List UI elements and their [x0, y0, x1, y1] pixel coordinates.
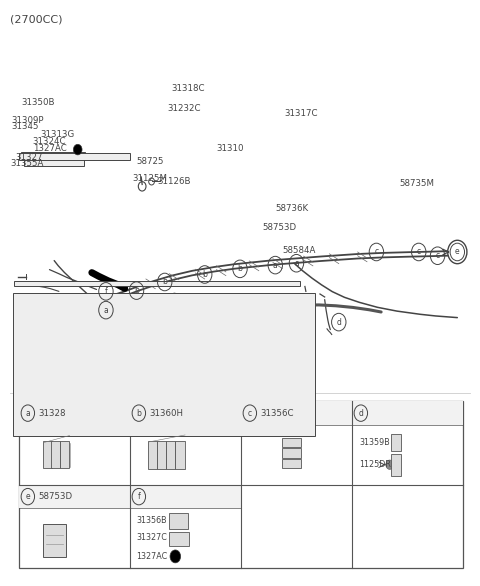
Text: b: b	[134, 286, 139, 295]
FancyBboxPatch shape	[13, 292, 315, 435]
Text: a: a	[294, 259, 299, 268]
Text: 58725: 58725	[136, 156, 164, 166]
Text: 58736K: 58736K	[276, 205, 309, 213]
Text: 58735M: 58735M	[399, 179, 434, 188]
FancyBboxPatch shape	[130, 401, 241, 425]
Text: e: e	[25, 492, 30, 501]
FancyBboxPatch shape	[19, 401, 463, 568]
Text: 31327: 31327	[16, 152, 43, 162]
FancyBboxPatch shape	[19, 485, 130, 509]
Text: 31356B: 31356B	[136, 516, 167, 524]
Text: 31318C: 31318C	[172, 84, 205, 93]
Text: a: a	[25, 408, 30, 418]
Text: 31125M: 31125M	[133, 175, 168, 183]
FancyBboxPatch shape	[175, 441, 184, 469]
Text: 31126B: 31126B	[157, 176, 191, 186]
Text: f: f	[137, 492, 140, 501]
Circle shape	[170, 550, 180, 563]
Text: 31232C: 31232C	[167, 104, 201, 113]
FancyBboxPatch shape	[130, 485, 241, 509]
FancyBboxPatch shape	[51, 441, 60, 468]
FancyBboxPatch shape	[391, 434, 401, 451]
Text: 58584A: 58584A	[282, 246, 316, 254]
FancyBboxPatch shape	[241, 401, 352, 425]
Text: 31350B: 31350B	[21, 98, 55, 107]
Text: 58753D: 58753D	[263, 223, 297, 232]
Text: 31313G: 31313G	[40, 130, 74, 139]
FancyBboxPatch shape	[352, 401, 463, 425]
Text: f: f	[105, 287, 108, 296]
Text: 1327AC: 1327AC	[33, 144, 67, 154]
Text: d: d	[359, 408, 363, 418]
Text: 31356C: 31356C	[260, 408, 294, 418]
Text: 1327AC: 1327AC	[136, 552, 167, 561]
Text: 31327C: 31327C	[136, 533, 167, 542]
Text: 31355A: 31355A	[10, 159, 43, 168]
Text: 31309P: 31309P	[12, 116, 44, 125]
Text: c: c	[435, 251, 440, 260]
Text: 31345: 31345	[12, 122, 39, 131]
FancyBboxPatch shape	[14, 281, 300, 285]
Text: b: b	[238, 264, 242, 273]
FancyBboxPatch shape	[156, 441, 167, 469]
Text: 31317C: 31317C	[285, 109, 318, 118]
Text: b: b	[202, 270, 207, 279]
FancyBboxPatch shape	[21, 152, 85, 159]
FancyBboxPatch shape	[166, 441, 176, 469]
Text: a: a	[104, 306, 108, 315]
FancyBboxPatch shape	[19, 153, 131, 160]
FancyBboxPatch shape	[148, 441, 157, 469]
Circle shape	[448, 240, 467, 264]
FancyBboxPatch shape	[24, 159, 84, 166]
FancyBboxPatch shape	[169, 532, 189, 546]
Text: c: c	[374, 247, 378, 257]
Text: 31324C: 31324C	[32, 137, 66, 146]
Text: c: c	[248, 408, 252, 418]
Text: 31359B: 31359B	[360, 438, 390, 447]
FancyBboxPatch shape	[169, 513, 188, 530]
Text: (2700CC): (2700CC)	[10, 15, 62, 25]
Text: a: a	[273, 261, 277, 270]
FancyBboxPatch shape	[282, 438, 301, 447]
Text: 31310: 31310	[216, 144, 244, 154]
FancyBboxPatch shape	[19, 401, 130, 425]
Text: d: d	[336, 318, 341, 326]
Text: 58753D: 58753D	[38, 492, 72, 501]
FancyBboxPatch shape	[60, 441, 69, 468]
FancyBboxPatch shape	[43, 441, 52, 468]
FancyBboxPatch shape	[43, 524, 66, 557]
Text: 31360H: 31360H	[149, 408, 183, 418]
Text: 1125DR: 1125DR	[360, 460, 391, 469]
Text: e: e	[455, 247, 460, 257]
FancyBboxPatch shape	[391, 454, 401, 476]
FancyBboxPatch shape	[282, 448, 301, 458]
Circle shape	[73, 144, 82, 155]
Text: b: b	[162, 278, 167, 287]
Text: b: b	[136, 408, 141, 418]
FancyBboxPatch shape	[282, 459, 301, 468]
Text: c: c	[417, 247, 421, 257]
Text: 31328: 31328	[38, 408, 66, 418]
Circle shape	[386, 460, 394, 469]
